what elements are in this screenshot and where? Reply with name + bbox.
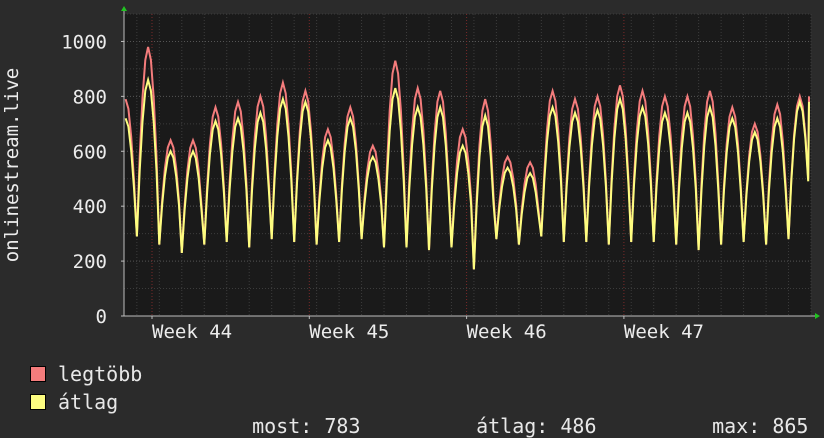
legend-swatch-legtobb	[30, 366, 46, 382]
legend-item-legtobb: legtöbb	[30, 362, 142, 386]
stat-most-value: 783	[324, 414, 361, 438]
legend-item-atlag: átlag	[30, 390, 118, 414]
stat-atlag-label: átlag:	[476, 414, 549, 438]
y-tick-label: 1000	[61, 31, 107, 53]
x-axis-arrow	[815, 313, 820, 319]
series-layer	[124, 46, 810, 270]
stat-max: max: 865	[688, 390, 808, 438]
legend-label-atlag: átlag	[58, 390, 119, 414]
stat-atlag-value: 486	[560, 414, 597, 438]
stat-atlag: átlag: 486	[452, 390, 597, 438]
legend-label-legtobb: legtöbb	[58, 362, 143, 386]
x-tick-label: Week 45	[309, 321, 389, 343]
y-tick-label: 600	[73, 141, 107, 163]
y-tick-label: 400	[73, 196, 107, 218]
x-tick-labels: Week 44 Week 45 Week 46 Week 47	[152, 321, 704, 343]
x-tick-label: Week 47	[624, 321, 704, 343]
stat-max-value: 865	[772, 414, 809, 438]
y-axis-arrow	[121, 6, 127, 11]
legend-swatch-atlag	[30, 394, 46, 410]
x-tick-label: Week 44	[152, 321, 232, 343]
y-tick-label: 200	[73, 251, 107, 273]
series-line-atlag	[124, 75, 810, 270]
stat-most: most: 783	[228, 390, 360, 438]
y-tick-labels: 0 200 400 600 800 1000	[61, 31, 107, 328]
x-tick-label: Week 46	[467, 321, 547, 343]
y-axis-title: onlinestream.live	[1, 68, 23, 262]
axes	[121, 6, 820, 319]
y-tick-label: 0	[96, 306, 107, 328]
stat-most-label: most:	[252, 414, 313, 438]
y-tick-label: 800	[73, 86, 107, 108]
grid	[124, 13, 812, 317]
stat-max-label: max:	[712, 414, 761, 438]
